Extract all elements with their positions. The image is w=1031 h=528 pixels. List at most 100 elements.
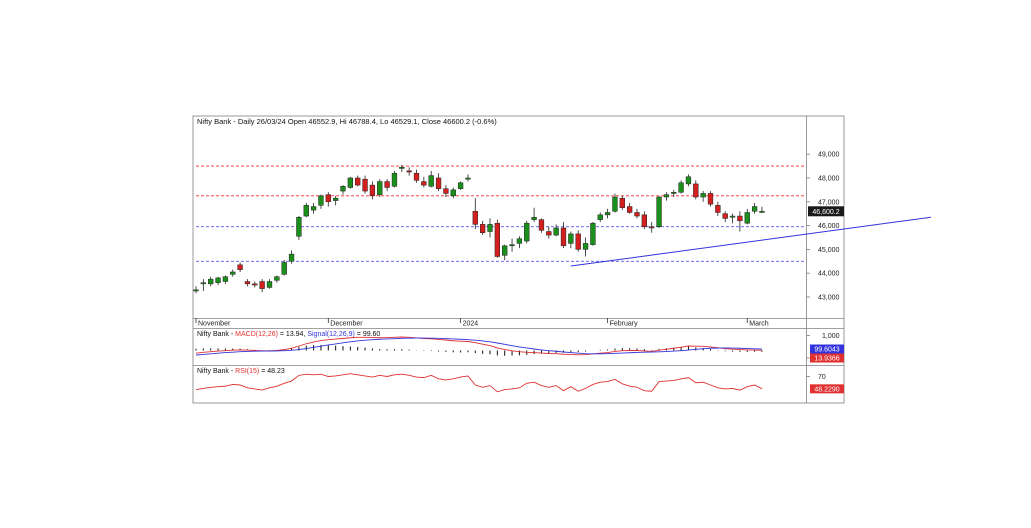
candle-body (751, 206, 758, 212)
candle-body (627, 206, 633, 213)
candle-body (568, 233, 574, 244)
candle-body (208, 278, 214, 285)
macd-badge (810, 353, 844, 363)
y-tick-label: 47,000 (818, 199, 840, 206)
signal-line (195, 337, 762, 356)
candle-body (722, 213, 728, 219)
rsi-label: RSI(15) (235, 368, 259, 375)
candle-body (575, 233, 581, 250)
candle-body (700, 193, 706, 198)
macd-badge-label: 13.9366 (814, 356, 839, 363)
candle-body (685, 176, 692, 185)
candle-body (303, 205, 309, 217)
candle-body (274, 276, 280, 281)
candle-body (531, 216, 537, 220)
candle-body (597, 214, 603, 220)
svg-text:Nifty Bank - RSI(15) = 48.23: Nifty Bank - RSI(15) = 48.23 (197, 368, 285, 375)
candle-body (641, 214, 648, 228)
separator: - (229, 368, 235, 375)
candle-body (296, 216, 302, 237)
rsi-badge-label: 48.2290 (814, 386, 839, 393)
price-panel: Nifty Bank - Daily 26/03/24 Open 46552.9… (192, 115, 932, 404)
x-tick-label: February (610, 321, 639, 328)
candle-body (244, 281, 251, 285)
equals-sign: = (259, 368, 267, 375)
candle-body (546, 231, 552, 236)
candle-body (516, 238, 523, 244)
trendline (570, 216, 932, 267)
chart-title: Nifty Bank - Daily 26/03/24 Open 46552.9… (197, 117, 497, 126)
candle-body (582, 243, 589, 250)
rsi-badge (810, 384, 844, 394)
x-tick-label: December (330, 321, 363, 328)
signal-badge (810, 344, 844, 354)
candle-body (355, 177, 361, 186)
candle-body (222, 276, 229, 282)
equals-sign: = (278, 331, 286, 338)
candle-body (362, 178, 368, 192)
candle-body (384, 181, 390, 188)
separator: - (229, 331, 235, 338)
candle-body (744, 212, 750, 224)
candle-body (649, 226, 655, 229)
candle-body (318, 195, 324, 206)
candle-body (693, 183, 699, 198)
candle-body (237, 264, 243, 270)
y-tick-label: 1,000 (822, 333, 840, 340)
candle-body (200, 282, 206, 285)
separator: , (303, 331, 307, 338)
candle-body (259, 281, 265, 289)
candle-body (230, 271, 236, 275)
candle-body (590, 222, 596, 245)
candle-body (619, 197, 625, 208)
macd-label: MACD(12,26) (235, 331, 278, 338)
candle-body (502, 245, 508, 256)
candle-body (524, 222, 530, 242)
candle-body (333, 197, 339, 201)
candle-body (729, 215, 736, 218)
macd-panel-title: Nifty Bank (197, 331, 229, 338)
candle-body (266, 281, 273, 288)
candle-body (487, 224, 493, 232)
svg-text:Nifty Bank - MACD(12,26) = 13.: Nifty Bank - MACD(12,26) = 13.94, Signal… (197, 331, 380, 338)
macd-value: 13.94 (286, 331, 304, 338)
candle-body (472, 211, 478, 225)
candle-body (310, 206, 317, 211)
rsi-panel: Nifty Bank - RSI(15) = 48.23 70 48.2290 (195, 368, 844, 394)
candle-body (759, 211, 765, 213)
candle-body (288, 253, 295, 262)
candle-body (369, 184, 376, 197)
candle-body (325, 194, 331, 203)
rsi-value: 48.23 (267, 368, 285, 375)
y-tick-label: 45,000 (818, 247, 840, 254)
candle-body (347, 177, 354, 188)
rsi-line (195, 373, 763, 393)
last-price-badge (808, 206, 844, 217)
signal-value: 99.60 (363, 331, 381, 338)
signal-badge-label: 99.6043 (814, 347, 839, 354)
candle-body (612, 196, 618, 212)
candle-body (406, 170, 412, 173)
candle-body (663, 194, 670, 198)
rsi-panel-title: Nifty Bank (197, 368, 229, 375)
candle-body (193, 289, 199, 292)
chart-frame (192, 115, 845, 404)
candle-body (509, 244, 515, 247)
candle-body (715, 205, 721, 213)
candle-body (252, 283, 258, 286)
candle-body (737, 215, 743, 222)
y-tick-label: 43,000 (818, 294, 840, 301)
candle-body (457, 182, 464, 189)
candle-body (215, 277, 221, 283)
macd-panel: Nifty Bank - MACD(12,26) = 13.94, Signal… (195, 331, 844, 363)
candle-body (494, 222, 501, 257)
candle-body (678, 182, 684, 193)
candle-body (553, 227, 559, 236)
x-tick-label: March (749, 321, 769, 328)
x-tick-label: November (198, 321, 231, 328)
candle-body (634, 212, 640, 217)
candle-body (604, 212, 611, 216)
macd-line (195, 336, 762, 356)
candle-body (538, 219, 545, 231)
y-tick-label: 48,000 (818, 175, 840, 182)
